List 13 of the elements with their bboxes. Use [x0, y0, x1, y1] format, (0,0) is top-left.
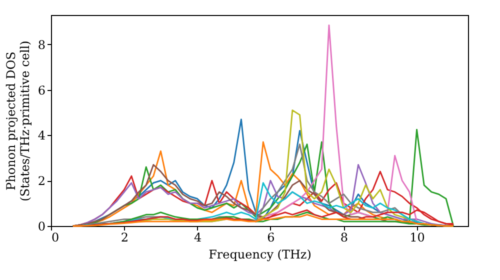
- y-tick-label: 4: [38, 128, 46, 143]
- x-tick-label: 0: [52, 230, 60, 244]
- x-tick-label: 8: [340, 230, 348, 244]
- x-axis-title: Frequency (THz): [208, 248, 312, 262]
- x-tick-label: 6: [267, 230, 275, 244]
- y-tick-label: 0: [38, 220, 46, 234]
- y-tick-label: 2: [38, 174, 46, 188]
- y-tick-label: 8: [38, 38, 46, 52]
- x-tick-label: 2: [120, 230, 128, 244]
- x-tick-label: 4: [194, 230, 202, 244]
- x-tick-label: 10: [410, 230, 425, 244]
- y-axis-title: Phonon projected DOS (States/THz·primitive cell): [4, 40, 32, 202]
- y-tick-label: 6: [38, 83, 46, 98]
